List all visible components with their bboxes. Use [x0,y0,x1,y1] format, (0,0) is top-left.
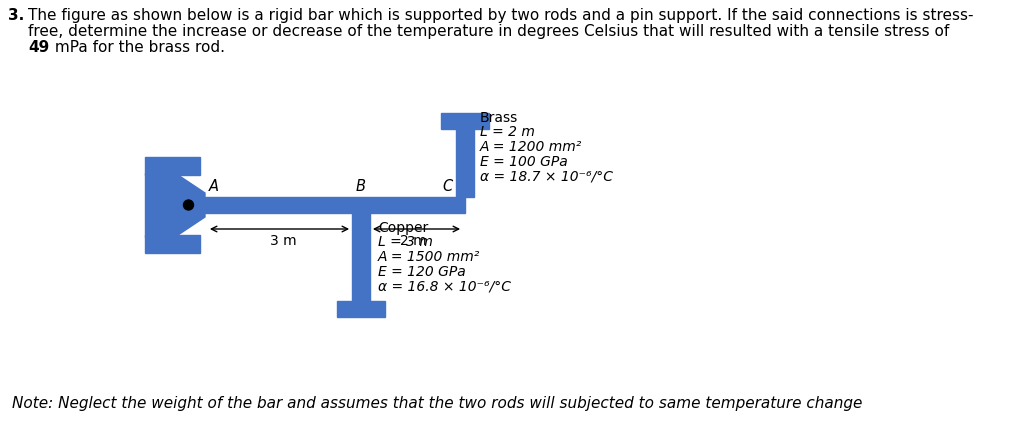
Text: Brass: Brass [480,111,518,125]
Text: L = 2 m: L = 2 m [480,126,534,139]
Text: Note: Neglect the weight of the bar and assumes that the two rods will subjected: Note: Neglect the weight of the bar and … [12,396,863,411]
Bar [337,301,385,317]
Text: 2 m: 2 m [399,234,427,248]
Text: The figure as shown below is a rigid bar which is supported by two rods and a pi: The figure as shown below is a rigid bar… [28,8,973,23]
Text: 3.: 3. [8,8,24,23]
Text: α = 18.7 × 10⁻⁶/°C: α = 18.7 × 10⁻⁶/°C [480,169,613,183]
Text: E = 100 GPa: E = 100 GPa [480,155,568,168]
Text: A: A [209,179,219,194]
Bar [145,157,200,175]
Bar [352,213,370,301]
Text: 3 m: 3 m [269,234,297,248]
Text: Copper: Copper [378,221,429,235]
Text: L = 3 m: L = 3 m [378,236,433,249]
Text: B: B [356,179,366,194]
Text: A = 1200 mm²: A = 1200 mm² [480,140,582,154]
Text: C: C [443,179,453,194]
Polygon shape [175,173,205,237]
Text: mPa for the brass rod.: mPa for the brass rod. [50,40,225,55]
Bar [205,197,465,213]
Text: A = 1500 mm²: A = 1500 mm² [378,250,481,264]
Circle shape [184,200,193,210]
Bar [456,129,474,197]
Bar [145,235,200,253]
Text: 49: 49 [28,40,49,55]
Bar [145,173,175,237]
Bar [441,113,489,129]
Text: free, determine the increase or decrease of the temperature in degrees Celsius t: free, determine the increase or decrease… [28,24,949,39]
Text: α = 16.8 × 10⁻⁶/°C: α = 16.8 × 10⁻⁶/°C [378,279,511,293]
Text: E = 120 GPa: E = 120 GPa [378,265,465,278]
